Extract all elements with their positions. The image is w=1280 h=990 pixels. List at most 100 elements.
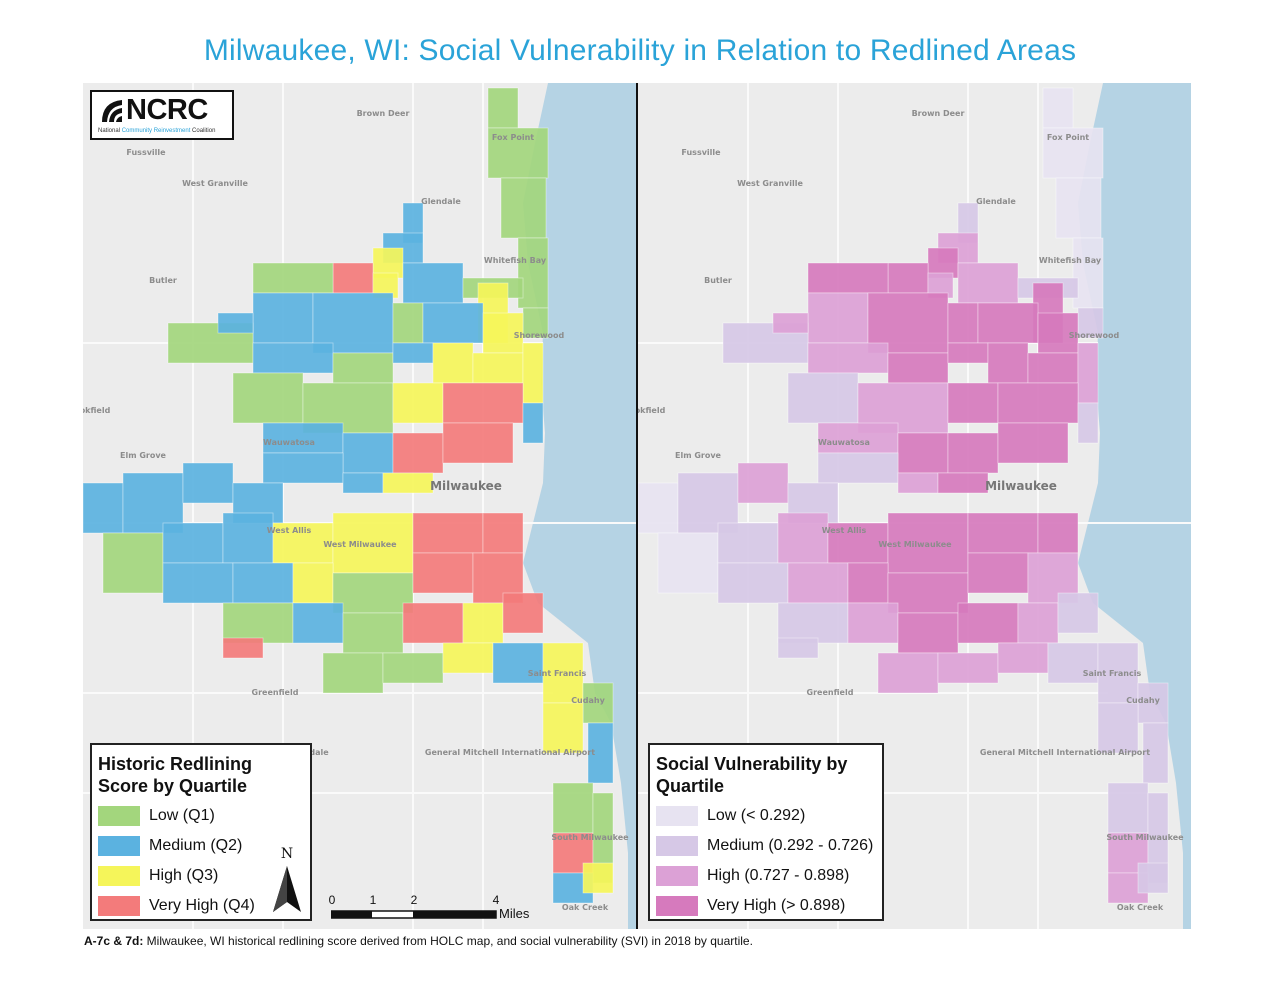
redlining-tract[interactable] (542, 702, 584, 754)
svi-tract[interactable] (807, 292, 869, 344)
redlining-tract[interactable] (482, 312, 524, 354)
svi-tract[interactable] (947, 382, 999, 424)
svi-tract[interactable] (777, 602, 849, 644)
redlining-tract[interactable] (102, 532, 164, 594)
redlining-tract[interactable] (442, 642, 494, 674)
redlining-tract[interactable] (382, 472, 434, 494)
redlining-tract[interactable] (252, 292, 314, 344)
svi-tract[interactable] (1055, 177, 1102, 239)
tracts-layer[interactable] (638, 87, 1169, 904)
svi-tract[interactable] (1047, 642, 1099, 684)
redlining-tract[interactable] (432, 342, 474, 384)
svi-tract[interactable] (817, 422, 899, 454)
svi-tract[interactable] (787, 372, 859, 424)
svi-tract[interactable] (897, 472, 939, 494)
svi-tract[interactable] (1137, 862, 1169, 894)
svi-tract[interactable] (807, 262, 889, 294)
svi-tract[interactable] (1042, 127, 1104, 179)
svi-tract[interactable] (887, 572, 969, 614)
redlining-tract[interactable] (500, 177, 547, 239)
redlining-tract[interactable] (502, 592, 544, 634)
redlining-tract[interactable] (487, 127, 549, 179)
svi-tract[interactable] (737, 462, 789, 504)
redlining-tract[interactable] (272, 522, 334, 564)
redlining-tract[interactable] (162, 562, 234, 604)
redlining-tract[interactable] (342, 612, 404, 654)
svi-tract[interactable] (1097, 642, 1139, 704)
redlining-tract[interactable] (342, 472, 384, 494)
redlining-tract[interactable] (322, 652, 384, 694)
redlining-tract[interactable] (162, 522, 224, 564)
svi-tract[interactable] (997, 422, 1069, 464)
redlining-tract[interactable] (252, 262, 334, 294)
svi-tract[interactable] (717, 522, 779, 564)
redlining-tract[interactable] (552, 782, 594, 834)
redlining-tract[interactable] (482, 512, 524, 554)
svi-tract[interactable] (807, 342, 889, 374)
svi-tract[interactable] (887, 352, 949, 384)
svi-tract[interactable] (987, 342, 1029, 384)
svi-tract[interactable] (877, 652, 939, 694)
svi-tract[interactable] (787, 562, 849, 604)
svi-tract[interactable] (777, 637, 819, 659)
redlining-tract[interactable] (332, 262, 374, 294)
redlining-tract[interactable] (252, 342, 334, 374)
svi-tract[interactable] (817, 452, 899, 484)
redlining-tract[interactable] (522, 402, 544, 444)
svi-tract[interactable] (657, 532, 719, 594)
redlining-tract[interactable] (232, 562, 294, 604)
svi-tract[interactable] (897, 432, 949, 474)
svi-tract[interactable] (1057, 592, 1099, 634)
svi-tract[interactable] (1142, 722, 1169, 784)
svi-tract[interactable] (957, 262, 1019, 304)
svi-tract[interactable] (937, 472, 989, 494)
svi-tract[interactable] (847, 602, 899, 644)
redlining-tract[interactable] (292, 602, 344, 644)
svi-tract[interactable] (887, 262, 929, 294)
svi-tract[interactable] (638, 482, 679, 534)
redlining-tract[interactable] (412, 552, 474, 594)
redlining-tract[interactable] (222, 512, 274, 564)
redlining-tract[interactable] (392, 432, 444, 474)
redlining-tract[interactable] (582, 862, 614, 894)
svi-tract[interactable] (897, 612, 959, 654)
svi-tract[interactable] (1042, 87, 1074, 129)
svi-tract[interactable] (717, 562, 789, 604)
svi-tract[interactable] (1027, 352, 1079, 384)
redlining-tract[interactable] (83, 482, 124, 534)
svi-tract[interactable] (1097, 702, 1139, 754)
redlining-map[interactable]: Brown Deer Fox Point Fussville West Gran… (83, 83, 636, 929)
svi-tract[interactable] (947, 342, 989, 364)
svi-tract[interactable] (1077, 402, 1099, 444)
redlining-tract[interactable] (587, 722, 614, 784)
redlining-tract[interactable] (487, 87, 519, 129)
svi-tract[interactable] (1137, 682, 1169, 724)
redlining-tract[interactable] (222, 637, 264, 659)
redlining-tract[interactable] (292, 562, 334, 604)
svi-tract[interactable] (887, 512, 969, 574)
redlining-tract[interactable] (382, 652, 444, 684)
svi-tract[interactable] (1077, 342, 1099, 404)
redlining-tract[interactable] (522, 342, 544, 404)
redlining-tract[interactable] (522, 307, 549, 339)
svi-tract[interactable] (1037, 512, 1079, 554)
redlining-tract[interactable] (262, 422, 344, 454)
redlining-tract[interactable] (442, 382, 524, 424)
svi-tract[interactable] (967, 552, 1029, 594)
redlining-tract[interactable] (182, 462, 234, 504)
redlining-tract[interactable] (402, 602, 464, 644)
redlining-tract[interactable] (582, 682, 614, 724)
redlining-tract[interactable] (442, 422, 514, 464)
svi-tract[interactable] (947, 302, 979, 344)
svi-tract[interactable] (957, 602, 1019, 644)
redlining-tract[interactable] (342, 432, 394, 474)
svi-tract[interactable] (977, 302, 1039, 344)
redlining-tract[interactable] (217, 312, 254, 334)
redlining-tract[interactable] (332, 572, 414, 614)
svi-tract[interactable] (1037, 312, 1079, 354)
redlining-tract[interactable] (422, 302, 484, 344)
redlining-tract[interactable] (332, 352, 394, 384)
redlining-tract[interactable] (402, 262, 464, 304)
svi-tract[interactable] (1077, 307, 1104, 339)
redlining-tract[interactable] (392, 382, 444, 424)
